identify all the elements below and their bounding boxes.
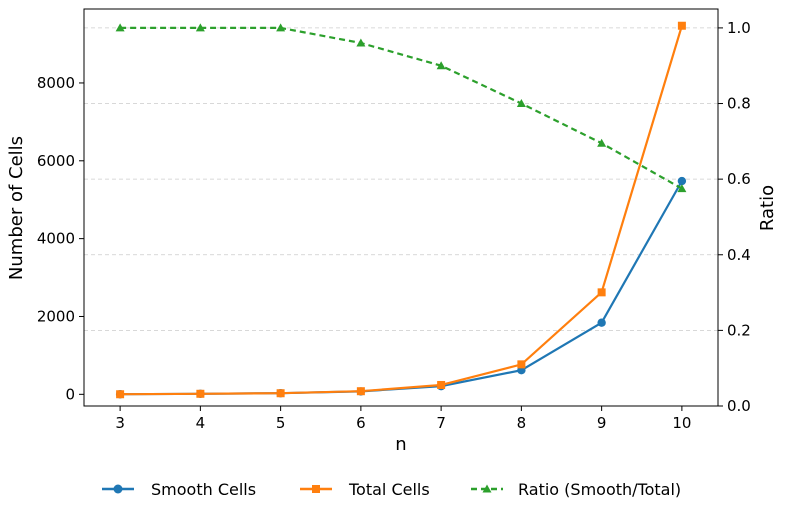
series-1 bbox=[116, 21, 686, 399]
x-tick-label: 6 bbox=[356, 414, 366, 432]
legend-label-ratio: Ratio (Smooth/Total) bbox=[518, 480, 681, 499]
data-point bbox=[437, 380, 446, 389]
series-2 bbox=[115, 23, 687, 193]
data-point bbox=[677, 184, 687, 193]
legend: Smooth Cells Total Cells Ratio (Smooth/T… bbox=[102, 480, 681, 499]
y-right-tick-label: 0.2 bbox=[727, 321, 751, 339]
y-left-tick-label: 6000 bbox=[37, 152, 75, 170]
data-point bbox=[276, 23, 286, 32]
series-line bbox=[120, 25, 683, 396]
legend-marker-ratio bbox=[482, 484, 492, 493]
axis-ticks: 0.0 0.2 0.4 0.6 0.8 1.0 0 2000 4000 6000 8000 3 4 5 6 7… bbox=[37, 19, 751, 432]
data-point bbox=[356, 38, 366, 47]
series bbox=[115, 21, 687, 399]
data-point bbox=[597, 288, 606, 297]
data-point bbox=[436, 61, 446, 70]
legend-label-smooth: Smooth Cells bbox=[151, 480, 256, 499]
y-left-tick-label: 8000 bbox=[37, 74, 75, 92]
data-point bbox=[116, 390, 125, 399]
y-left-tick-label: 4000 bbox=[37, 230, 75, 248]
x-tick-label: 7 bbox=[436, 414, 446, 432]
series-line bbox=[120, 26, 683, 190]
y-right-tick-label: 1.0 bbox=[727, 19, 751, 37]
x-tick-label: 4 bbox=[196, 414, 206, 432]
data-point bbox=[115, 23, 125, 32]
data-point bbox=[677, 21, 686, 30]
x-tick-label: 5 bbox=[276, 414, 286, 432]
y-axis-right-label: Ratio bbox=[757, 185, 778, 231]
y-left-tick-label: 2000 bbox=[37, 307, 75, 325]
x-tick-label: 8 bbox=[517, 414, 527, 432]
y-right-tick-label: 0.0 bbox=[727, 397, 751, 415]
plot-frame bbox=[83, 8, 719, 407]
y-right-tick-label: 0.4 bbox=[727, 246, 751, 264]
data-point bbox=[516, 99, 526, 108]
grid bbox=[84, 27, 718, 407]
x-axis-label: n bbox=[395, 434, 406, 455]
y-right-tick-label: 0.6 bbox=[727, 170, 751, 188]
data-point bbox=[276, 389, 285, 398]
legend-label-total: Total Cells bbox=[348, 480, 430, 499]
data-point bbox=[597, 318, 606, 327]
data-point bbox=[677, 176, 687, 186]
data-point bbox=[195, 23, 205, 32]
series-line bbox=[120, 180, 683, 396]
data-point bbox=[517, 360, 526, 369]
data-point bbox=[356, 387, 365, 396]
x-tick-label: 10 bbox=[672, 414, 691, 432]
y-right-tick-label: 0.8 bbox=[727, 95, 751, 113]
data-point bbox=[196, 389, 205, 398]
y-left-tick-label: 0 bbox=[65, 385, 75, 403]
x-tick-label: 3 bbox=[115, 414, 125, 432]
legend-marker-smooth bbox=[113, 484, 123, 494]
data-point bbox=[597, 138, 607, 147]
series-0 bbox=[115, 176, 687, 399]
y-axis-left-label: Number of Cells bbox=[6, 136, 27, 280]
legend-marker-total bbox=[312, 485, 320, 493]
x-tick-label: 9 bbox=[597, 414, 607, 432]
